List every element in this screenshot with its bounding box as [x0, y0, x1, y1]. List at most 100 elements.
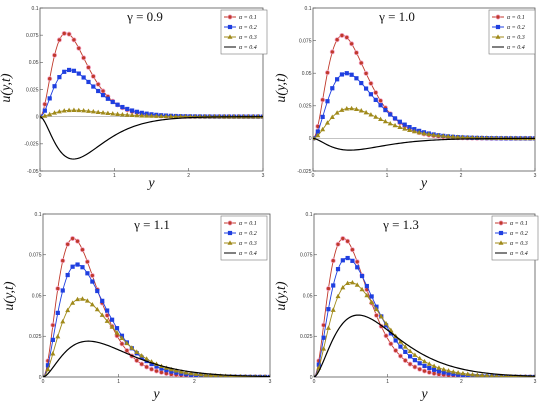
data-point — [407, 354, 413, 359]
legend-swatch-marker — [227, 14, 233, 20]
data-point — [71, 68, 77, 73]
legend-entry: α = 0.3 — [510, 241, 528, 247]
x-tick-label: 0 — [39, 173, 42, 179]
y-tick-label: -0.05 — [27, 169, 39, 175]
data-point — [159, 366, 164, 371]
data-point — [75, 238, 81, 244]
data-point — [344, 71, 349, 76]
data-point — [335, 293, 341, 299]
series-3 — [43, 296, 270, 377]
data-point — [421, 368, 427, 374]
data-point — [134, 357, 140, 363]
y-tick-label: 0.05 — [32, 293, 42, 299]
legend-entry: α = 0.1 — [510, 221, 528, 227]
legend-swatch-marker — [495, 24, 501, 30]
data-point — [320, 114, 325, 119]
gamma-label: γ = 1.0 — [378, 9, 415, 24]
y-tick-label: 0 — [310, 375, 313, 381]
data-point — [427, 365, 432, 371]
data-point — [65, 272, 70, 278]
legend-swatch-marker — [495, 14, 501, 20]
data-point — [388, 327, 394, 332]
data-point — [358, 60, 364, 66]
data-point — [96, 88, 101, 94]
data-point — [134, 112, 140, 118]
data-point — [91, 84, 96, 89]
data-point — [392, 116, 398, 121]
y-tick-label: 0.05 — [303, 293, 313, 299]
y-tick-label: 0 — [309, 136, 312, 142]
data-point — [339, 107, 345, 112]
legend-entry: α = 0.3 — [507, 35, 525, 41]
data-point — [484, 373, 490, 377]
data-point — [149, 361, 154, 367]
data-point — [417, 366, 423, 372]
data-point — [42, 101, 48, 107]
data-point — [340, 258, 345, 263]
data-point — [353, 106, 359, 112]
data-point — [464, 134, 470, 140]
data-point — [364, 292, 370, 298]
data-point — [86, 79, 91, 85]
y-axis-label: u(y,t) — [0, 73, 14, 102]
y-tick-label: -0.025 — [297, 169, 311, 175]
data-point — [65, 241, 71, 247]
data-point — [62, 69, 67, 74]
data-point — [382, 118, 388, 124]
data-point — [163, 113, 169, 119]
data-point — [50, 337, 55, 343]
data-point — [90, 109, 96, 114]
y-tick-label: 0.1 — [306, 212, 313, 218]
data-point — [154, 364, 159, 369]
data-point — [349, 72, 354, 77]
legend-entry: α = 0.2 — [239, 25, 257, 31]
data-point — [100, 88, 106, 94]
x-tick-label: 3 — [262, 173, 265, 179]
y-tick-label: 0.1 — [35, 212, 42, 218]
data-point — [355, 265, 360, 270]
data-point — [363, 109, 369, 115]
data-point — [330, 307, 336, 312]
data-point — [130, 108, 135, 113]
data-point — [139, 361, 145, 367]
data-point — [99, 312, 105, 317]
data-point — [79, 247, 85, 253]
data-point — [378, 313, 384, 319]
data-point — [392, 122, 398, 128]
x-tick-label: 2 — [193, 379, 196, 385]
data-point — [115, 102, 120, 107]
data-point — [373, 97, 378, 102]
data-point — [412, 358, 417, 363]
data-point — [445, 133, 451, 139]
data-point — [95, 81, 101, 87]
data-point — [76, 45, 82, 51]
data-point — [321, 346, 327, 351]
data-point — [402, 357, 408, 363]
data-point — [85, 108, 91, 113]
data-point — [373, 306, 379, 312]
chart-panel-bottom-left: 0 1 2 3 0 0.025 0.05 0.075 0.1 u(y,t) y γ = 1.1 α = … — [2, 212, 272, 402]
data-point — [334, 37, 340, 43]
data-point — [489, 373, 494, 377]
y-axis-label: u(y,t) — [2, 281, 17, 310]
data-point — [120, 104, 125, 110]
data-point — [105, 96, 110, 101]
data-point — [75, 296, 81, 302]
x-axis-label: y — [151, 387, 160, 402]
data-point — [412, 352, 418, 357]
data-point — [345, 280, 351, 286]
legend-entry: α = 0.4 — [510, 250, 528, 257]
data-point — [383, 107, 388, 113]
data-point — [421, 130, 427, 136]
data-point — [315, 132, 321, 138]
data-point — [455, 370, 461, 375]
series-4 — [40, 116, 263, 160]
data-point — [134, 109, 140, 114]
data-point — [450, 369, 456, 374]
data-point — [125, 106, 130, 112]
data-point — [50, 322, 56, 328]
data-point — [397, 339, 403, 344]
legend-entry: α = 0.1 — [507, 15, 525, 21]
legend: α = 0.1 α = 0.2 α = 0.3 α = 0.4 — [491, 215, 539, 261]
